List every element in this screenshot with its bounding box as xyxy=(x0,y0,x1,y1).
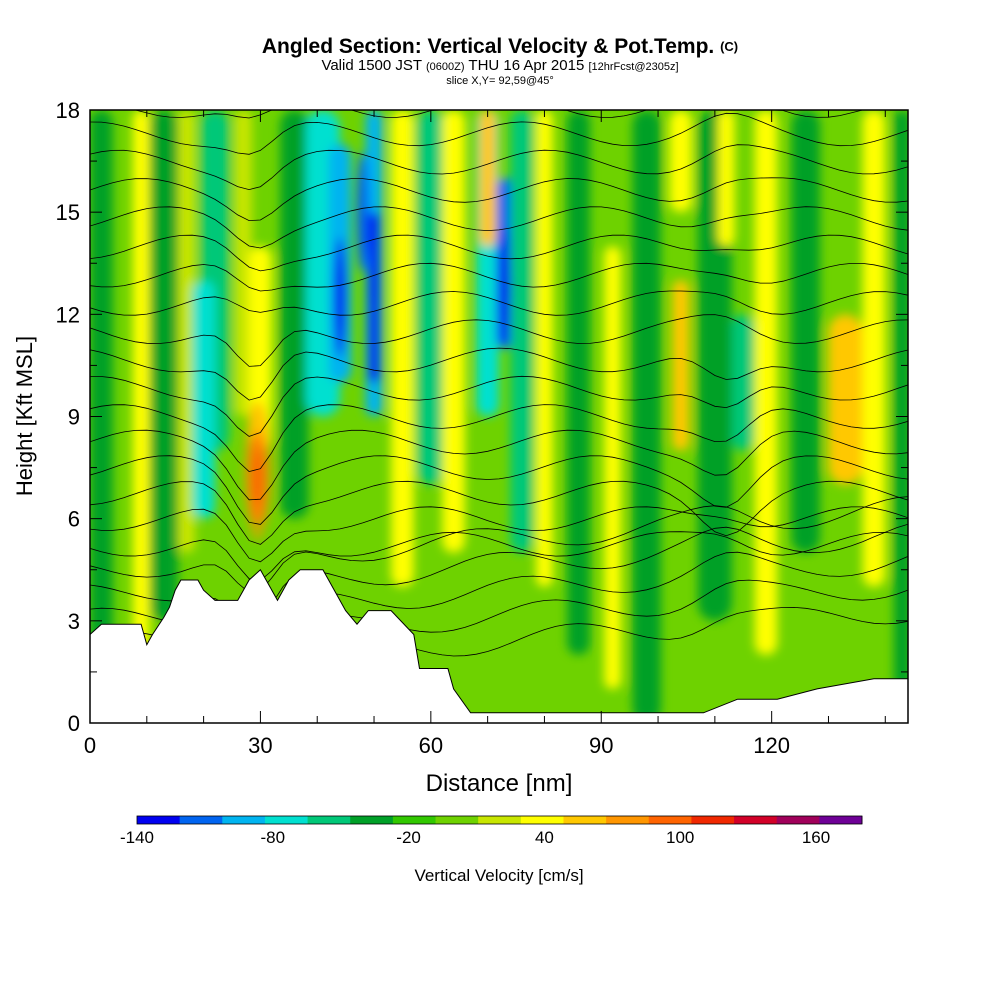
y-tick-label: 3 xyxy=(68,609,80,634)
velocity-band xyxy=(149,110,179,621)
velocity-band xyxy=(416,110,446,485)
theta-contour xyxy=(90,262,908,292)
velocity-band xyxy=(754,110,778,655)
colorbar-swatch xyxy=(478,816,522,824)
colorbar-swatch xyxy=(392,816,437,824)
theta-contour xyxy=(90,496,908,594)
theta-contour xyxy=(90,531,908,581)
velocity-band xyxy=(567,110,590,655)
terrain-mask xyxy=(90,569,908,723)
y-tick-labels: 0 3 6 9 12 15 18 xyxy=(56,98,80,736)
velocity-band xyxy=(604,246,622,689)
velocity-band xyxy=(862,110,886,587)
y-tick-label: 6 xyxy=(68,507,80,532)
colorbar-swatch xyxy=(264,816,309,824)
velocity-band xyxy=(535,110,553,587)
theta-contour xyxy=(90,455,908,525)
colorbar-swatch xyxy=(137,816,181,824)
velocity-band xyxy=(731,314,755,451)
y-tick-label: 18 xyxy=(56,98,80,123)
velocity-band xyxy=(192,280,215,519)
y-tick-label: 12 xyxy=(56,302,80,327)
velocity-band xyxy=(672,280,690,451)
theta-contour xyxy=(90,290,908,316)
plot-area xyxy=(90,110,908,723)
chart-title: Angled Section: Vertical Velocity & Pot.… xyxy=(261,35,739,58)
colorbar-swatch xyxy=(307,816,351,824)
colorbar-tick-label: 160 xyxy=(802,828,830,847)
x-tick-label: 60 xyxy=(419,733,443,758)
theta-contour xyxy=(90,206,908,249)
theta-contour xyxy=(90,314,908,367)
theta-contour xyxy=(90,347,908,401)
x-axis-label: Distance [nm] xyxy=(426,770,573,797)
theta-contour xyxy=(90,404,908,473)
velocity-band xyxy=(442,110,465,553)
colorbar-swatch xyxy=(435,816,479,824)
colorbar-swatch xyxy=(691,816,735,824)
velocity-band xyxy=(510,110,534,553)
velocity-band xyxy=(669,110,693,213)
velocity-band xyxy=(479,110,497,247)
colorbar-swatch xyxy=(776,816,820,824)
y-axis-label: Height [Kft MSL] xyxy=(12,336,37,496)
colorbar-frame xyxy=(136,815,863,825)
colorbar-label: Vertical Velocity [cm/s] xyxy=(414,866,583,885)
theta-contour xyxy=(90,480,908,545)
velocity-band xyxy=(280,110,309,519)
colorbar-swatch xyxy=(179,816,223,824)
theta-contour xyxy=(90,429,908,501)
chart-valid-time: Valid 1500 JST (0600Z) THU 16 Apr 2015 [… xyxy=(321,57,679,74)
theta-contour xyxy=(90,110,908,119)
downdraft-core xyxy=(498,227,511,348)
colorbar-tick-label: -140 xyxy=(120,828,154,847)
chart-title-block: Angled Section: Vertical Velocity & Pot.… xyxy=(0,35,1000,88)
velocity-band xyxy=(893,110,908,689)
theta-contour xyxy=(90,506,908,563)
velocity-band xyxy=(717,110,735,247)
colorbar-swatch xyxy=(563,816,607,824)
velocity-band xyxy=(249,246,272,451)
x-tick-label: 120 xyxy=(753,733,790,758)
x-tick-label: 0 xyxy=(84,733,96,758)
colorbar-swatch xyxy=(819,816,863,824)
colorbar-swatch xyxy=(222,816,266,824)
y-tick-label: 9 xyxy=(68,405,80,430)
colorbar-swatch xyxy=(606,816,650,824)
theta-contour xyxy=(90,375,908,437)
colorbar-swatch xyxy=(648,816,692,824)
velocity-band xyxy=(791,110,820,553)
colorbar-swatch xyxy=(520,816,564,824)
colorbar-swatch xyxy=(350,816,394,824)
downdraft-core xyxy=(333,237,346,358)
title-unit: (C) xyxy=(720,39,739,54)
colorbar-tick-label: 100 xyxy=(666,828,694,847)
y-tick-label: 15 xyxy=(56,200,80,225)
axis-ticks xyxy=(89,109,908,724)
theta-contour xyxy=(90,144,908,191)
theta-contour xyxy=(90,112,908,155)
colorbar xyxy=(136,815,863,825)
chart-slice-info: slice X,Y= 92,59@45° xyxy=(446,75,554,87)
downdraft-core xyxy=(356,152,369,273)
x-tick-labels: 0 30 60 90 120 xyxy=(84,733,790,758)
colorbar-tick-labels: -140 -80 -20 40 100 160 xyxy=(120,828,830,847)
theta-contour xyxy=(90,234,908,272)
y-tick-label: 0 xyxy=(68,711,80,736)
velocity-band xyxy=(391,110,414,587)
velocity-field xyxy=(90,110,908,723)
colorbar-tick-label: 40 xyxy=(535,828,554,847)
velocity-band xyxy=(828,314,863,485)
colorbar-swatch xyxy=(734,816,778,824)
colorbar-tick-label: -80 xyxy=(261,828,286,847)
colorbar-tick-label: -20 xyxy=(396,828,421,847)
x-tick-label: 30 xyxy=(248,733,272,758)
velocity-band xyxy=(178,110,196,553)
velocity-band xyxy=(132,110,150,723)
velocity-band xyxy=(632,110,661,723)
x-tick-label: 90 xyxy=(589,733,613,758)
theta-contour xyxy=(90,177,908,222)
